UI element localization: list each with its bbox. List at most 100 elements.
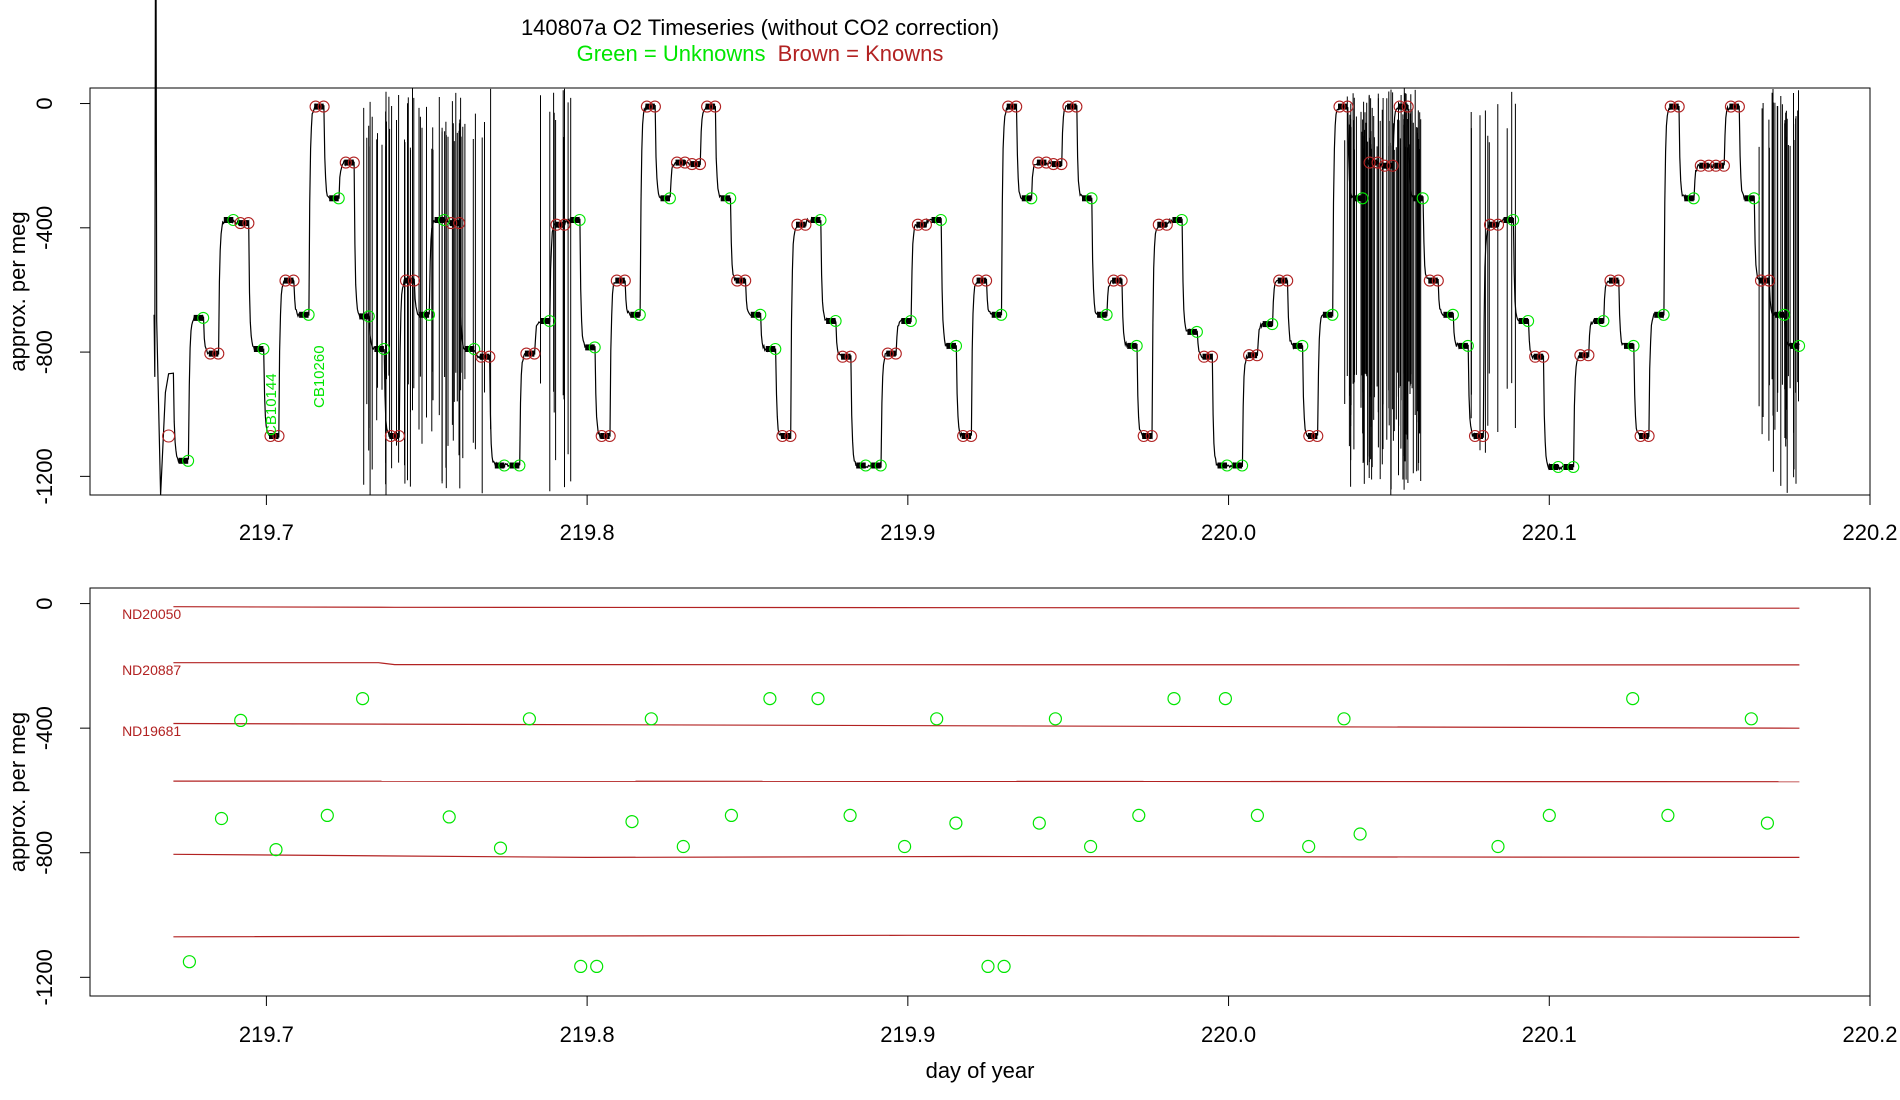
- known-marker: [889, 347, 902, 360]
- known-marker: [1205, 350, 1219, 363]
- known-marker: [739, 274, 752, 287]
- plateau-noise: [1277, 277, 1288, 284]
- unknown-marker: [1220, 459, 1234, 472]
- plateau-noise: [494, 462, 505, 469]
- unknown-point: [724, 808, 739, 823]
- plateau-noise: [645, 103, 655, 110]
- known-marker: [1393, 100, 1406, 113]
- unknown-point: [1083, 839, 1098, 854]
- known-marker: [1107, 274, 1120, 287]
- plateau-noise: [404, 277, 414, 284]
- known-marker: [595, 429, 608, 443]
- unknown-point: [356, 691, 370, 706]
- unknown-marker: [904, 314, 917, 328]
- plateau-noise: [1383, 162, 1393, 169]
- known-marker: [670, 156, 684, 169]
- o2-trace: [153, 0, 1800, 496]
- y-tick-label: -1200: [32, 448, 57, 504]
- plateau-noise: [359, 313, 369, 320]
- known-marker: [1333, 100, 1346, 113]
- x-tick-label: 219.8: [560, 1022, 615, 1047]
- unknown-point: [1661, 808, 1675, 823]
- plateau-noise: [976, 277, 987, 284]
- unknown-marker: [1416, 192, 1429, 205]
- unknown-marker: [498, 459, 511, 472]
- plateau-noise: [675, 159, 685, 166]
- plateau-noise: [1307, 433, 1318, 439]
- unknown-marker: [1356, 192, 1369, 205]
- known-marker: [1273, 274, 1286, 287]
- y-tick-label: 0: [32, 597, 57, 609]
- plateau-noise: [389, 433, 399, 439]
- unknown-marker: [1597, 314, 1610, 328]
- plateau-noise: [1563, 464, 1574, 470]
- plateau-noise: [434, 217, 445, 223]
- plateau-noise: [299, 311, 309, 318]
- plateau-noise: [223, 217, 234, 223]
- unknown-point: [214, 811, 229, 826]
- known-marker: [407, 274, 421, 287]
- plateau-noise: [1759, 277, 1769, 284]
- unknown-marker: [769, 342, 782, 356]
- plateau-noise: [253, 346, 264, 352]
- known-marker: [1574, 349, 1587, 362]
- known-marker: [1047, 158, 1060, 171]
- unknown-marker: [1778, 308, 1791, 321]
- known-marker: [475, 350, 488, 363]
- x-tick-label: 219.7: [239, 520, 294, 545]
- unknown-point: [590, 959, 604, 974]
- unknown-point: [897, 839, 912, 854]
- plateau-noise: [374, 346, 384, 352]
- unknown-point: [1302, 839, 1316, 854]
- unknown-marker: [1793, 339, 1806, 352]
- known-marker: [445, 217, 458, 230]
- plateau-noise: [1413, 195, 1423, 202]
- plateau-noise: [1744, 195, 1754, 202]
- y-tick-label: -800: [32, 831, 57, 875]
- plateau-noise: [1654, 311, 1664, 318]
- standard-line: [173, 934, 1800, 938]
- known-marker: [1115, 274, 1128, 287]
- unknown-marker: [257, 342, 270, 356]
- unknown-marker: [1296, 339, 1309, 352]
- y-tick-label: -400: [32, 206, 57, 250]
- standard-label: ND20050: [122, 606, 181, 622]
- known-marker: [965, 429, 978, 443]
- unknown-marker: [543, 314, 556, 328]
- unknown-marker: [573, 213, 586, 227]
- unknown-point: [1048, 712, 1063, 726]
- y-tick-label: -1200: [32, 949, 57, 1005]
- unknown-marker: [1175, 213, 1188, 227]
- known-marker: [558, 218, 571, 231]
- unknown-marker: [949, 339, 963, 352]
- known-marker: [279, 274, 292, 287]
- plateau-noise: [1292, 342, 1303, 349]
- plateau-noise: [1157, 221, 1167, 228]
- unknown-marker: [588, 341, 601, 354]
- plateau-noise: [1578, 352, 1589, 359]
- known-marker: [836, 350, 849, 363]
- unknown-marker: [829, 314, 842, 328]
- known-marker: [1341, 100, 1354, 113]
- unknown-point: [843, 808, 857, 823]
- known-marker: [1160, 218, 1173, 231]
- plateau-noise: [1669, 103, 1679, 110]
- unknown-point: [997, 959, 1011, 974]
- known-marker: [1431, 274, 1444, 287]
- known-marker: [453, 217, 466, 230]
- plateau-noise: [1082, 195, 1092, 202]
- known-marker: [309, 100, 322, 113]
- unknown-marker: [1567, 460, 1580, 474]
- plateau-noise: [901, 318, 911, 324]
- known-marker: [528, 347, 541, 360]
- known-marker: [791, 218, 804, 231]
- unknown-marker: [1747, 192, 1761, 205]
- known-marker: [1476, 429, 1490, 443]
- unknown-point: [1542, 808, 1556, 823]
- x-tick-label: 220.0: [1201, 1022, 1256, 1047]
- unknown-marker: [1130, 339, 1143, 352]
- known-marker: [1717, 159, 1730, 172]
- plateau-noise: [1548, 464, 1559, 470]
- plateau-noise: [1533, 353, 1544, 360]
